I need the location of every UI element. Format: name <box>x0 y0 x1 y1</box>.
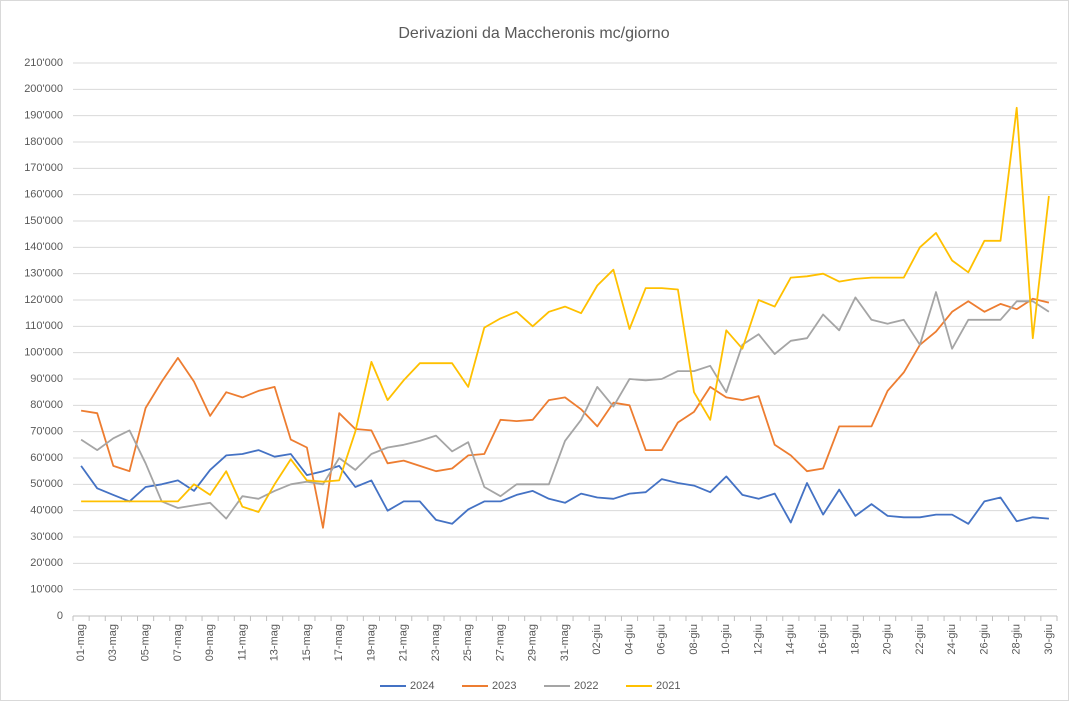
x-tick-label: 24-giu <box>946 624 958 655</box>
x-tick-label: 27-mag <box>494 624 506 661</box>
y-tick-label: 80'000 <box>30 399 63 411</box>
x-tick-label: 20-giu <box>882 624 894 655</box>
x-tick-label: 16-giu <box>817 624 829 655</box>
y-tick-label: 130'000 <box>24 268 63 280</box>
y-tick-label: 40'000 <box>30 505 63 517</box>
y-tick-label: 90'000 <box>30 373 63 385</box>
x-tick-label: 19-mag <box>365 624 377 661</box>
x-tick-label: 01-mag <box>75 624 87 661</box>
x-tick-label: 03-mag <box>107 624 119 661</box>
x-tick-label: 21-mag <box>398 624 410 661</box>
x-tick-label: 05-mag <box>139 624 151 661</box>
x-tick-label: 08-giu <box>688 624 700 655</box>
x-tick-label: 18-giu <box>849 624 861 655</box>
x-tick-label: 26-giu <box>978 624 990 655</box>
x-tick-label: 12-giu <box>752 624 764 655</box>
x-tick-label: 17-mag <box>333 624 345 661</box>
y-tick-label: 170'000 <box>24 162 63 174</box>
y-tick-label: 140'000 <box>24 241 63 253</box>
y-tick-label: 0 <box>57 610 63 622</box>
x-tick-label: 11-mag <box>236 624 248 660</box>
chart-title: Derivazioni da Maccheronis mc/giorno <box>398 25 669 42</box>
x-tick-label: 23-mag <box>430 624 442 661</box>
legend-label: 2024 <box>410 680 434 692</box>
legend-label: 2022 <box>574 680 598 692</box>
y-tick-label: 120'000 <box>24 294 63 306</box>
y-tick-label: 50'000 <box>30 478 63 490</box>
x-tick-label: 02-giu <box>591 624 603 655</box>
x-tick-label: 06-giu <box>656 624 668 655</box>
x-tick-label: 15-mag <box>301 624 313 661</box>
legend-label: 2021 <box>656 680 680 692</box>
x-tick-label: 07-mag <box>172 624 184 661</box>
y-tick-label: 150'000 <box>24 215 63 227</box>
x-tick-label: 09-mag <box>204 624 216 661</box>
series-line <box>81 106 1050 513</box>
x-tick-label: 04-giu <box>623 624 635 655</box>
y-tick-label: 70'000 <box>30 426 63 438</box>
x-tick-label: 29-mag <box>527 624 539 661</box>
y-tick-label: 160'000 <box>24 189 63 201</box>
y-tick-label: 180'000 <box>24 136 63 148</box>
series-line <box>80 297 1050 529</box>
x-tick-label: 30-giu <box>1043 624 1055 655</box>
legend-label: 2023 <box>492 680 516 692</box>
x-tick-label: 28-giu <box>1011 624 1023 655</box>
series-line <box>80 449 1049 525</box>
y-tick-label: 30'000 <box>30 531 63 543</box>
x-tick-label: 13-mag <box>269 624 281 661</box>
y-tick-label: 210'000 <box>24 57 63 69</box>
y-tick-label: 10'000 <box>30 584 63 596</box>
y-tick-label: 190'000 <box>24 110 63 122</box>
y-tick-label: 110'000 <box>25 320 63 332</box>
y-tick-label: 200'000 <box>24 83 63 95</box>
x-tick-label: 10-giu <box>720 624 732 655</box>
y-tick-label: 20'000 <box>30 557 63 569</box>
x-tick-label: 25-mag <box>462 624 474 661</box>
x-tick-label: 14-giu <box>785 624 797 655</box>
x-tick-label: 31-mag <box>559 624 571 661</box>
x-tick-label: 22-giu <box>914 624 926 655</box>
y-tick-label: 60'000 <box>30 452 63 464</box>
series-line <box>80 291 1050 520</box>
y-tick-label: 100'000 <box>24 347 63 359</box>
